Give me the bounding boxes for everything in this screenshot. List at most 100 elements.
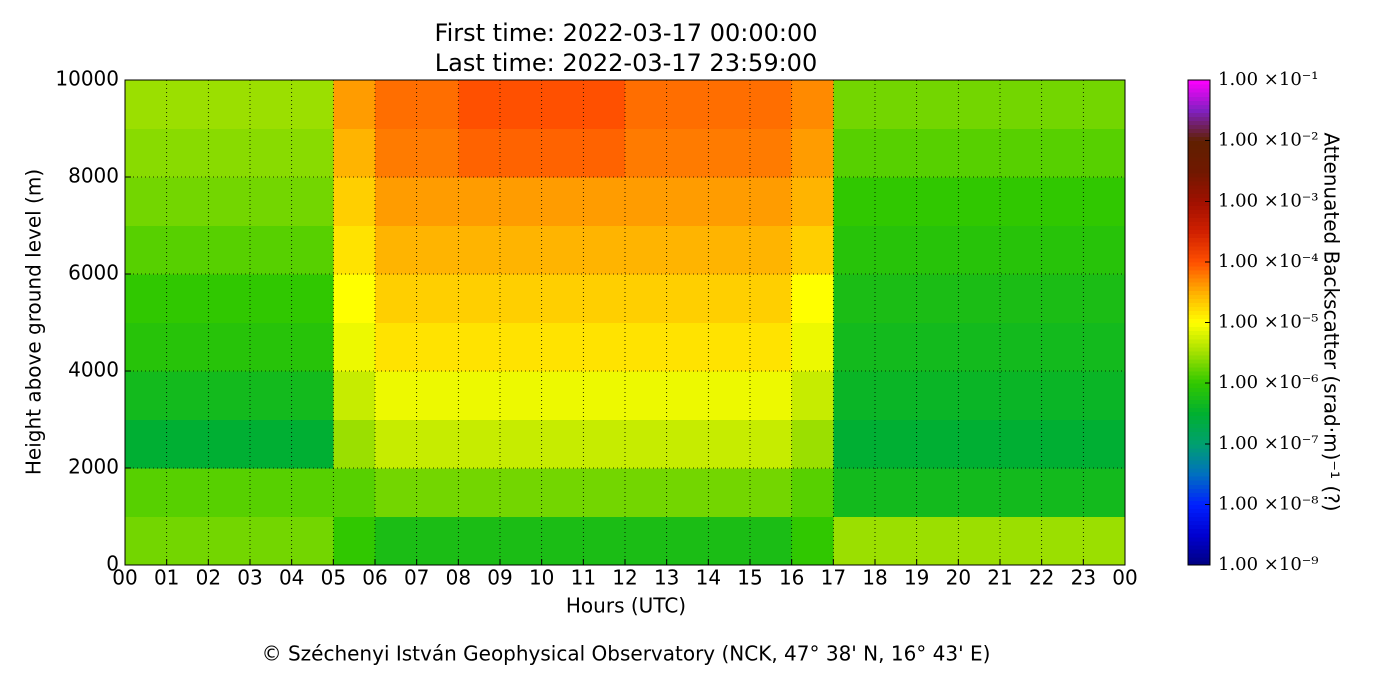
colorbar-segment	[1188, 290, 1210, 295]
heatmap-cell	[541, 274, 584, 323]
colorbar-segment	[1188, 92, 1210, 97]
heatmap-cell	[625, 468, 668, 517]
colorbar-segment	[1188, 160, 1210, 166]
heatmap-cell	[708, 177, 751, 226]
y-tick-label: 0	[106, 552, 119, 576]
heatmap-cell	[958, 274, 1001, 323]
heatmap-cell	[375, 80, 418, 129]
heatmap-cell	[208, 516, 251, 566]
colorbar-segment	[1188, 358, 1210, 364]
colorbar-segment	[1188, 172, 1210, 178]
colorbar-segment	[1188, 463, 1210, 469]
heatmap-cell	[458, 225, 501, 275]
heatmap-cell	[1041, 128, 1084, 178]
colorbar-segment	[1188, 516, 1210, 522]
colorbar-segment	[1188, 274, 1210, 279]
heatmap-cell	[791, 177, 834, 226]
heatmap-cell	[1041, 80, 1084, 129]
heatmap-cell	[1041, 371, 1084, 420]
heatmap-cell	[1083, 322, 1126, 372]
heatmap-cell	[708, 80, 751, 129]
colorbar-segment	[1188, 435, 1210, 441]
heatmap-cell	[416, 322, 459, 372]
heatmap-cell	[625, 371, 668, 420]
heatmap-cell	[666, 322, 709, 372]
colorbar-segment	[1188, 265, 1210, 271]
heatmap-cell	[958, 419, 1001, 469]
heatmap-cell	[833, 128, 876, 178]
heatmap-cell	[125, 419, 168, 469]
heatmap-cell	[1000, 225, 1043, 275]
heatmap-cell	[500, 128, 543, 178]
colorbar-segment	[1188, 399, 1210, 404]
colorbar-segment	[1188, 140, 1210, 146]
colorbar-segment	[1188, 148, 1210, 154]
heatmap-cell	[125, 322, 168, 372]
heatmap-cell	[291, 371, 334, 420]
heatmap-cell	[875, 322, 918, 372]
heatmap-cell	[833, 225, 876, 275]
heatmap-cell	[708, 516, 751, 566]
heatmap-cell	[333, 274, 376, 323]
chart-title: First time: 2022-03-17 00:00:00	[435, 19, 818, 47]
heatmap-cell	[250, 225, 293, 275]
heatmap-cell	[666, 80, 709, 129]
x-tick-label: 00	[1112, 566, 1137, 590]
x-tick-label: 06	[362, 566, 387, 590]
x-axis-label: Hours (UTC)	[566, 594, 686, 618]
colorbar-segment	[1188, 476, 1210, 481]
heatmap-cell	[791, 225, 834, 275]
x-tick-label: 08	[446, 566, 471, 590]
heatmap-cell	[916, 371, 959, 420]
heatmap-cell	[541, 371, 584, 420]
colorbar-segment	[1188, 282, 1210, 287]
heatmap-cell	[1000, 128, 1043, 178]
heatmap-cell	[625, 177, 668, 226]
heatmap-cell	[875, 225, 918, 275]
heatmap-cell	[291, 128, 334, 178]
heatmap-cell	[1000, 419, 1043, 469]
heatmap-cell	[708, 371, 751, 420]
heatmap-cell	[875, 468, 918, 517]
colorbar-segment	[1188, 306, 1210, 311]
x-tick-label: 05	[321, 566, 346, 590]
heatmap-cell	[291, 419, 334, 469]
colorbar-segment	[1188, 201, 1210, 206]
heatmap-cell	[958, 468, 1001, 517]
heatmap-cell	[750, 322, 793, 372]
heatmap-cell	[541, 419, 584, 469]
heatmap-cell	[541, 128, 584, 178]
heatmap-cell	[208, 225, 251, 275]
heatmap-cell	[166, 274, 209, 323]
x-tick-label: 10	[529, 566, 554, 590]
colorbar-segment	[1188, 544, 1210, 550]
heatmap-cell	[1000, 516, 1043, 566]
heatmap-cell	[916, 274, 959, 323]
heatmap-cell	[750, 225, 793, 275]
heatmap-cell	[375, 274, 418, 323]
heatmap-cell	[750, 128, 793, 178]
heatmap-cell	[333, 80, 376, 129]
colorbar-segment	[1188, 80, 1210, 85]
heatmap-cell	[791, 80, 834, 129]
colorbar-segment	[1188, 391, 1210, 396]
colorbar-segment	[1188, 302, 1210, 307]
colorbar-segment	[1188, 124, 1210, 130]
heatmap-cell	[875, 516, 918, 566]
colorbar-segment	[1188, 193, 1210, 198]
heatmap-cell	[333, 128, 376, 178]
heatmap-cell	[1083, 468, 1126, 517]
heatmap-cell	[250, 516, 293, 566]
colorbar-segment	[1188, 132, 1210, 138]
heatmap-cell	[375, 468, 418, 517]
colorbar-segment	[1188, 366, 1210, 372]
heatmap-cell	[333, 468, 376, 517]
colorbar-segment	[1188, 443, 1210, 449]
colorbar-segment	[1188, 480, 1210, 485]
chart-subtitle: Last time: 2022-03-17 23:59:00	[435, 49, 817, 77]
heatmap-cell	[250, 177, 293, 226]
x-tick-label: 01	[154, 566, 179, 590]
heatmap-cell	[750, 371, 793, 420]
colorbar-segment	[1188, 540, 1210, 546]
x-tick-label: 19	[904, 566, 929, 590]
